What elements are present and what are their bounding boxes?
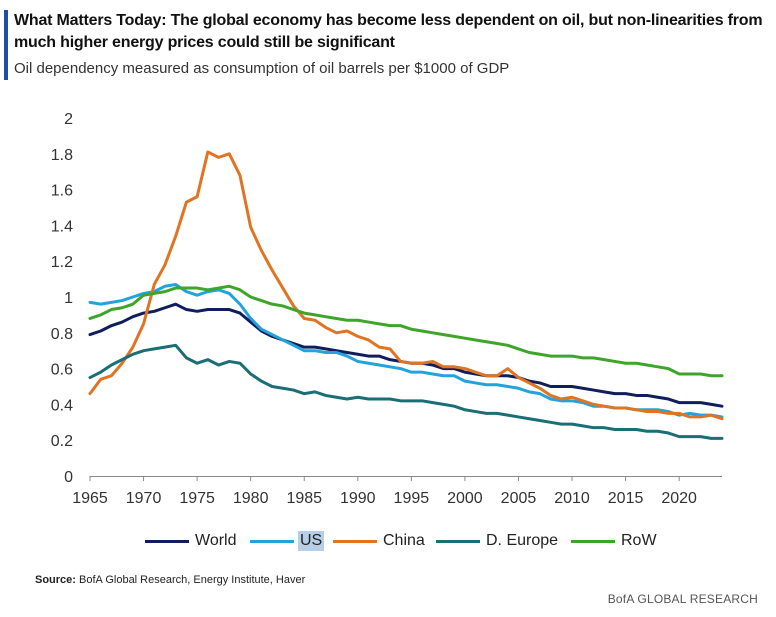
source-note: Source: BofA Global Research, Energy Ins… bbox=[35, 574, 305, 586]
legend-item-us: US bbox=[250, 528, 325, 554]
legend-swatch-world bbox=[145, 539, 189, 543]
x-tick-label: 1965 bbox=[72, 490, 108, 507]
legend-swatch-china bbox=[333, 539, 377, 543]
chart-series bbox=[88, 150, 724, 440]
y-tick-label: 0.6 bbox=[51, 362, 73, 379]
y-tick-label: 0.4 bbox=[51, 397, 73, 414]
chart-subtitle: Oil dependency measured as consumption o… bbox=[14, 60, 510, 77]
legend-item-world: World bbox=[145, 528, 239, 554]
legend-label-row: RoW bbox=[621, 532, 657, 549]
x-tick-label: 1970 bbox=[126, 490, 162, 507]
legend-swatch-row bbox=[571, 539, 615, 543]
y-tick-label: 2 bbox=[64, 111, 73, 128]
legend-swatch-d-europe bbox=[436, 539, 480, 543]
y-tick-label: 0.8 bbox=[51, 326, 73, 343]
x-tick-label: 1980 bbox=[233, 490, 269, 507]
legend-label-china: China bbox=[383, 532, 425, 549]
y-tick-label: 0 bbox=[64, 469, 73, 486]
series-line-d-europe bbox=[88, 343, 724, 440]
y-tick-label: 1.6 bbox=[51, 183, 73, 200]
x-tick-label: 1990 bbox=[340, 490, 376, 507]
legend-item-d-europe: D. Europe bbox=[436, 528, 560, 554]
x-tick-label: 2005 bbox=[501, 490, 537, 507]
y-tick-label: 1.8 bbox=[51, 147, 73, 164]
legend-label-world: World bbox=[195, 532, 237, 549]
source-label: Source: bbox=[35, 574, 76, 586]
series-line-row bbox=[88, 284, 724, 378]
chart-title: What Matters Today: The global economy h… bbox=[14, 12, 763, 51]
legend-label-d-europe: D. Europe bbox=[486, 532, 559, 549]
x-tick-label: 1985 bbox=[286, 490, 322, 507]
legend-swatch-us bbox=[250, 539, 294, 543]
series-line-china bbox=[88, 150, 724, 421]
y-tick-label: 1.2 bbox=[51, 254, 73, 271]
legend-label-us: US bbox=[298, 531, 325, 551]
chart-axes: 0 0.2 0.4 0.6 0.8 1 1.2 1.4 1.6 1.8 2 1965 1970 1975 1… bbox=[51, 111, 722, 507]
x-tick-label: 2020 bbox=[661, 490, 697, 507]
footer-brand: BofA GLOBAL RESEARCH bbox=[607, 592, 758, 606]
title-accent-bar bbox=[4, 10, 8, 80]
y-tick-label: 1 bbox=[64, 290, 73, 307]
y-tick-label: 1.4 bbox=[51, 218, 73, 235]
legend-item-china: China bbox=[333, 528, 427, 554]
source-text: BofA Global Research, Energy Institute, … bbox=[79, 574, 306, 586]
legend-item-row: RoW bbox=[571, 528, 659, 554]
x-tick-label: 1995 bbox=[394, 490, 430, 507]
y-tick-label: 0.2 bbox=[51, 433, 73, 450]
x-tick-label: 2000 bbox=[447, 490, 483, 507]
chart-legend: World US China D. Europe RoW bbox=[0, 528, 776, 554]
x-tick-label: 2015 bbox=[608, 490, 644, 507]
x-tick-label: 2010 bbox=[554, 490, 590, 507]
series-line-us bbox=[88, 282, 724, 419]
x-tick-label: 1975 bbox=[179, 490, 215, 507]
